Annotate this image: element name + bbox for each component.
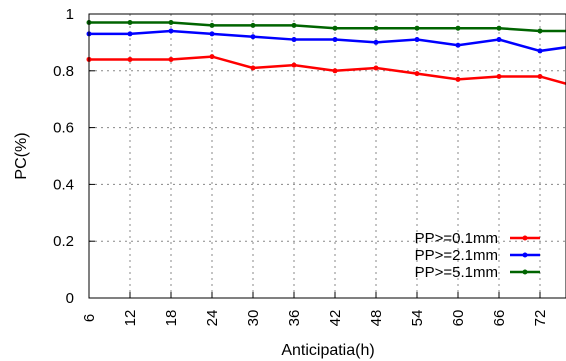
data-point <box>373 65 379 71</box>
data-point <box>455 76 461 82</box>
data-point <box>332 37 338 43</box>
series-line <box>89 29 566 53</box>
data-point <box>537 48 543 54</box>
data-point <box>291 37 297 43</box>
x-tick-label: 42 <box>327 310 344 327</box>
data-point <box>168 56 174 62</box>
data-point <box>291 62 297 68</box>
data-point <box>209 54 215 60</box>
grid-lines <box>89 14 566 298</box>
data-point <box>414 71 420 77</box>
data-point <box>127 56 133 62</box>
legend-label: PP>=5.1mm <box>415 264 498 281</box>
legend-label: PP>=2.1mm <box>415 247 498 264</box>
legend-marker <box>522 252 528 258</box>
data-point <box>414 25 420 31</box>
x-tick-label: 18 <box>163 310 180 327</box>
data-point <box>455 25 461 31</box>
x-tick-label: 48 <box>368 310 385 327</box>
y-tick-label: 1 <box>66 6 74 23</box>
x-tick-label: 72 <box>532 310 549 327</box>
data-point <box>537 73 543 79</box>
data-point <box>168 20 174 26</box>
x-tick-label: 60 <box>450 310 467 327</box>
x-tick-label: 54 <box>409 310 426 327</box>
x-tick-label: 6 <box>81 314 98 322</box>
data-point <box>373 25 379 31</box>
data-point <box>332 25 338 31</box>
x-tick-label: 36 <box>286 310 303 327</box>
y-tick-label: 0.4 <box>53 176 74 193</box>
legend-marker <box>522 269 528 275</box>
data-point <box>496 37 502 43</box>
data-point <box>537 28 543 34</box>
y-tick-label: 0.6 <box>53 120 74 137</box>
y-tick-label: 0.8 <box>53 63 74 80</box>
series-line <box>89 21 566 33</box>
plot-frame <box>88 13 566 299</box>
y-tick-label: 0.2 <box>53 233 74 250</box>
data-point <box>496 25 502 31</box>
data-point <box>209 22 215 28</box>
data-point <box>250 34 256 40</box>
axis-ticks: 00.20.40.60.816121824303642485460667278 <box>53 6 549 327</box>
data-point <box>332 68 338 74</box>
data-point <box>496 73 502 79</box>
data-point <box>209 31 215 37</box>
data-point <box>291 22 297 28</box>
x-tick-label: 12 <box>122 310 139 327</box>
data-point <box>127 20 133 26</box>
data-point <box>455 42 461 48</box>
data-point <box>127 31 133 37</box>
series-line <box>89 55 566 85</box>
data-point <box>250 22 256 28</box>
y-tick-label: 0 <box>66 290 74 307</box>
data-point <box>168 28 174 34</box>
data-point <box>250 65 256 71</box>
legend-marker <box>522 235 528 241</box>
x-axis-label: Anticipatia(h) <box>281 342 374 359</box>
data-point <box>373 39 379 45</box>
x-tick-label: 24 <box>204 310 221 327</box>
legend-label: PP>=0.1mm <box>415 230 498 247</box>
y-axis-label: PC(%) <box>13 132 30 179</box>
x-tick-label: 66 <box>491 310 508 327</box>
x-tick-label: 30 <box>245 310 262 327</box>
data-point <box>414 37 420 43</box>
series-lines <box>86 20 566 85</box>
